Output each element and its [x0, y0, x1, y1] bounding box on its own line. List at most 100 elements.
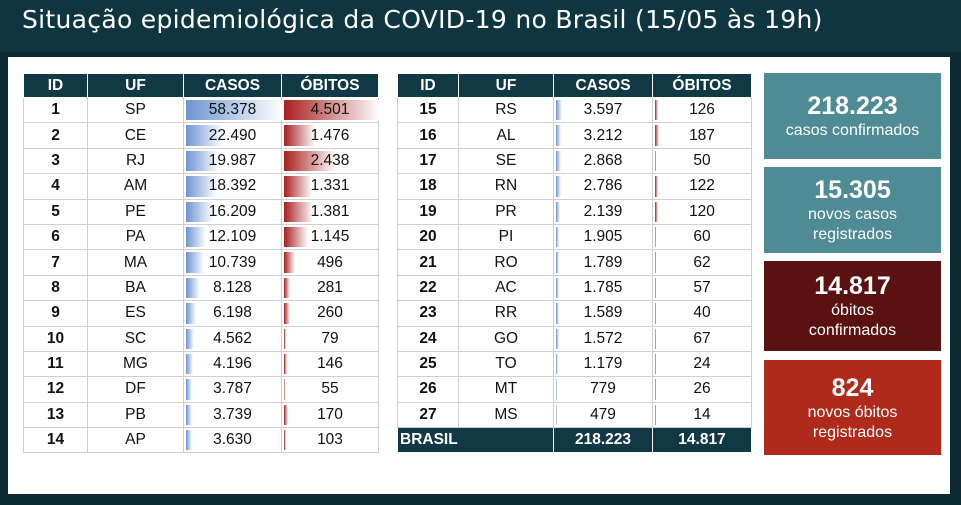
cell-value: 16.209 — [208, 202, 257, 220]
cell-casos: 6.198 — [183, 300, 282, 327]
table-row: 22 AC 1.785 57 — [397, 274, 752, 302]
deaths-data-bar — [655, 404, 657, 426]
cell-value: 260 — [317, 304, 343, 322]
cell-uf: MA — [87, 249, 184, 276]
deaths-data-bar — [284, 252, 295, 273]
table-row: 10 SC 4.562 79 — [23, 325, 379, 352]
cell-uf: MS — [458, 401, 554, 429]
col-header-id: ID — [397, 73, 459, 98]
cell-value: 1.179 — [583, 355, 623, 373]
cell-value: 22.490 — [208, 126, 257, 144]
cell-obitos: 126 — [652, 96, 752, 124]
cell-value: 18.392 — [208, 177, 257, 195]
bottom-strip — [0, 494, 961, 505]
cell-value: 1.789 — [583, 253, 623, 271]
cell-obitos: 55 — [281, 376, 379, 403]
cell-uf: PE — [87, 198, 184, 225]
cases-data-bar — [186, 404, 193, 426]
table-row: 9 ES 6.198 260 — [23, 300, 379, 327]
cell-obitos: 1.145 — [281, 223, 379, 251]
table-row: 23 RR 1.589 40 — [397, 300, 752, 327]
cell-id: 1 — [23, 96, 88, 124]
cases-data-bar — [186, 100, 283, 121]
cell-casos: 2.868 — [553, 147, 653, 175]
stat-novos-obitos: 824 novos óbitos registrados — [764, 360, 941, 455]
cell-id: 8 — [23, 274, 88, 302]
cell-obitos: 103 — [281, 427, 379, 454]
cell-value: 10.739 — [208, 253, 257, 271]
cell-value: 4.562 — [213, 329, 252, 347]
cell-value: 2.868 — [583, 151, 623, 169]
table-row: 4 AM 18.392 1.331 — [23, 173, 379, 200]
cell-id: 18 — [397, 173, 459, 200]
cell-obitos: 146 — [281, 350, 379, 378]
table-row: 17 SE 2.868 50 — [397, 147, 752, 175]
cell-value: 1.905 — [583, 228, 623, 246]
cell-value: 1.476 — [310, 126, 350, 144]
cell-value: 2.438 — [310, 151, 350, 169]
cell-casos: 3.787 — [183, 376, 282, 403]
cell-value: 55 — [321, 380, 339, 398]
cell-uf: RJ — [87, 147, 184, 175]
cell-casos: 10.739 — [183, 249, 282, 276]
cell-uf: SE — [458, 147, 554, 175]
cell-casos: 3.630 — [183, 427, 282, 454]
deaths-data-bar — [655, 226, 657, 248]
deaths-data-bar — [284, 430, 287, 451]
cases-data-bar — [186, 430, 193, 451]
cell-value: 57 — [693, 278, 711, 296]
states-table-1: ID UF CASOS ÓBITOS 1 SP 58.378 4.501 2 CE 22.4… — [23, 73, 380, 454]
table-row: 1 SP 58.378 4.501 — [23, 96, 380, 124]
cell-uf: MG — [87, 350, 184, 378]
cell-obitos: 2.438 — [281, 147, 379, 175]
cell-obitos: 260 — [281, 300, 379, 327]
cell-value: 3.739 — [213, 405, 252, 423]
cases-data-bar — [556, 226, 560, 248]
cell-value: 62 — [693, 253, 711, 271]
deaths-data-bar — [655, 303, 657, 324]
cell-uf: PB — [87, 401, 184, 429]
cases-data-bar — [556, 303, 559, 324]
cell-uf: PR — [458, 198, 554, 225]
deaths-data-bar — [655, 100, 658, 121]
deaths-data-bar — [284, 379, 286, 400]
cell-obitos: 40 — [652, 300, 752, 327]
deaths-data-bar — [284, 100, 380, 121]
deaths-data-bar — [655, 150, 657, 172]
stat-casos-confirmados: 218.223 casos confirmados — [764, 73, 941, 159]
states-table-2: ID UF CASOS ÓBITOS 15 RS 3.597 126 16 AL 3.212… — [397, 73, 752, 454]
cases-data-bar — [186, 328, 194, 349]
cell-id: 15 — [397, 96, 459, 124]
cell-value: 58.378 — [208, 101, 257, 119]
cases-data-bar — [556, 277, 559, 299]
cell-obitos: 1.331 — [281, 173, 379, 200]
cell-value: 3.630 — [213, 431, 252, 449]
cell-value: 779 — [590, 380, 616, 398]
cases-data-bar — [556, 201, 560, 222]
cell-uf: RN — [458, 173, 554, 200]
stat-label: novos óbitos — [807, 403, 898, 421]
col-header-obitos: ÓBITOS — [281, 73, 379, 98]
cell-casos: 2.786 — [553, 173, 653, 200]
cell-obitos: 122 — [652, 173, 752, 200]
stat-novos-casos: 15.305 novos casos registrados — [764, 167, 941, 253]
cell-casos: 4.196 — [183, 350, 282, 378]
cell-value: 496 — [317, 253, 343, 271]
total-label: BRASIL — [397, 427, 554, 454]
cell-obitos: 1.381 — [281, 198, 379, 225]
cell-id: 9 — [23, 300, 88, 327]
cell-uf: MT — [458, 376, 554, 403]
cell-obitos: 1.476 — [281, 122, 379, 149]
deaths-data-bar — [655, 353, 657, 375]
cell-id: 14 — [23, 427, 88, 454]
deaths-data-bar — [284, 226, 309, 248]
table-header-row: ID UF CASOS ÓBITOS — [397, 73, 752, 98]
stat-number: 15.305 — [814, 176, 891, 204]
cell-id: 13 — [23, 401, 88, 429]
cases-data-bar — [556, 353, 558, 375]
cell-casos: 3.739 — [183, 401, 282, 429]
page-title: Situação epidemiológica da COVID-19 no B… — [0, 0, 961, 52]
cell-value: 67 — [693, 329, 711, 347]
col-header-casos: CASOS — [553, 73, 653, 98]
stat-number: 218.223 — [807, 92, 898, 120]
